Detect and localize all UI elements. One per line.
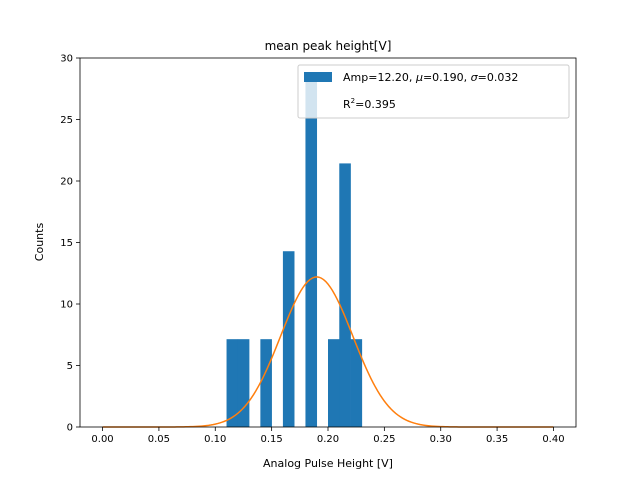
histogram-bar	[282, 251, 295, 427]
x-tick-label: 0.00	[91, 434, 113, 445]
histogram-bar	[226, 339, 239, 427]
x-axis-label: Analog Pulse Height [V]	[263, 457, 393, 470]
legend-r2-superscript: 2	[351, 97, 355, 105]
legend-mu-text: =0.190,	[423, 71, 471, 84]
y-tick-label: 5	[67, 361, 73, 372]
legend: Amp=12.20, μ=0.190, σ=0.032 R2=0.395	[297, 64, 570, 119]
legend-amp-text: Amp=12.20,	[343, 71, 416, 84]
legend-r2-base: R	[343, 98, 351, 111]
x-tick-label: 0.30	[430, 434, 452, 445]
x-tick-label: 0.15	[261, 434, 283, 445]
legend-sigma-text: =0.032	[478, 71, 519, 84]
legend-sigma-symbol: σ	[471, 71, 479, 84]
histogram-bar	[260, 339, 272, 427]
histogram-bar	[339, 163, 351, 427]
y-tick-label: 20	[60, 177, 73, 188]
plot-frame	[79, 57, 577, 428]
legend-mu-symbol: μ	[415, 71, 423, 84]
x-tick-label: 0.05	[148, 434, 170, 445]
legend-entry-r2: R2=0.395	[343, 97, 396, 111]
x-tick-label: 0.20	[317, 434, 339, 445]
y-tick-label: 10	[60, 300, 73, 311]
x-axis-ticks: 0.00 0.05 0.10 0.15 0.20 0.25 0.30 0.35 0.40	[91, 427, 565, 445]
y-tick-label: 15	[60, 238, 73, 249]
legend-box	[297, 64, 570, 119]
histogram-bar	[305, 75, 318, 428]
x-tick-label: 0.35	[486, 434, 508, 445]
histogram-bar	[237, 339, 250, 427]
x-tick-label: 0.25	[373, 434, 395, 445]
histogram-bar	[328, 339, 340, 427]
x-tick-label: 0.10	[204, 434, 226, 445]
chart-title: mean peak height[V]	[265, 39, 392, 53]
y-axis-label: Counts	[33, 223, 46, 262]
x-tick-label: 0.40	[542, 434, 564, 445]
legend-r2-value: =0.395	[355, 98, 396, 111]
y-tick-label: 30	[60, 54, 73, 65]
histogram-bar	[350, 339, 363, 427]
legend-swatch-histogram	[304, 72, 332, 82]
legend-entry-fit-params: Amp=12.20, μ=0.190, σ=0.032	[343, 71, 518, 84]
histogram-bars	[226, 75, 363, 428]
y-tick-label: 25	[60, 115, 73, 126]
y-tick-label: 0	[67, 423, 73, 434]
y-axis-ticks: 0 5 10 15 20 25 30	[60, 54, 80, 434]
